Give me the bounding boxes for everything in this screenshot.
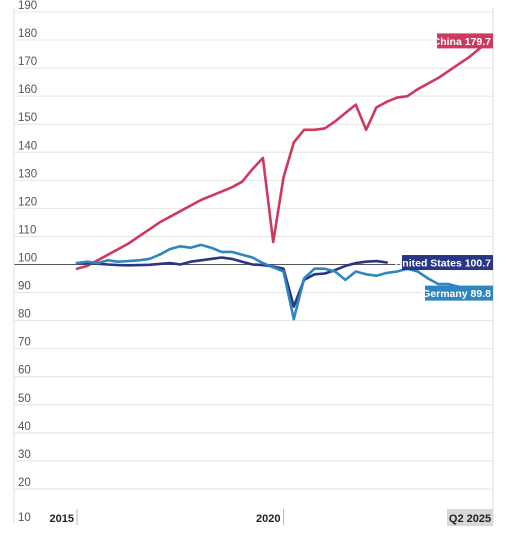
series-line-united-states [75,256,389,308]
x-axis: 2015 2020 Q2 2025 [50,509,493,526]
y-tick-label: 140 [18,140,37,152]
end-label-bg-germany [425,285,493,301]
x-tick-label: Q2 2025 [449,513,491,525]
y-tick-label: 90 [18,281,31,293]
y-tick-label: 100 [18,253,37,265]
y-tick-label: 150 [18,112,37,124]
series-end-labels: China 179.7 United States 100.7 Germany 89… [395,33,493,301]
y-tick-label: 70 [18,337,31,349]
y-axis-ticks: 10 20 30 40 50 60 70 80 90 100 110 120 130 140 150 160 1… [18,0,37,524]
y-tick-label: 120 [18,196,37,208]
y-tick-label: 130 [18,168,37,180]
y-tick-label: 30 [18,449,31,461]
x-tick-highlight [447,509,493,526]
y-tick-label: 110 [18,224,36,236]
y-tick-label: 10 [18,512,31,524]
y-tick-label: 20 [18,477,31,489]
end-label-germany: Germany 89.8 [422,288,491,300]
x-tick-label: 2015 [50,513,74,525]
end-label-china: China 179.7 [433,36,492,48]
x-tick-label: 2020 [256,513,280,525]
series-line-germany [75,243,481,321]
end-label-bg-united-states [402,255,493,271]
y-tick-label: 80 [18,309,31,321]
y-tick-label: 190 [18,0,37,12]
y-tick-label: 160 [18,84,37,96]
y-tick-label: 180 [18,28,37,40]
end-label-united-states: United States 100.7 [395,258,491,270]
gridlines [13,8,494,523]
series-lines [75,39,492,321]
y-tick-label: 60 [18,365,31,377]
y-tick-label: 50 [18,393,31,405]
series-line-china [75,39,492,270]
end-label-bg-china [437,33,493,49]
y-tick-label: 40 [18,421,31,433]
y-tick-label: 170 [18,56,37,68]
